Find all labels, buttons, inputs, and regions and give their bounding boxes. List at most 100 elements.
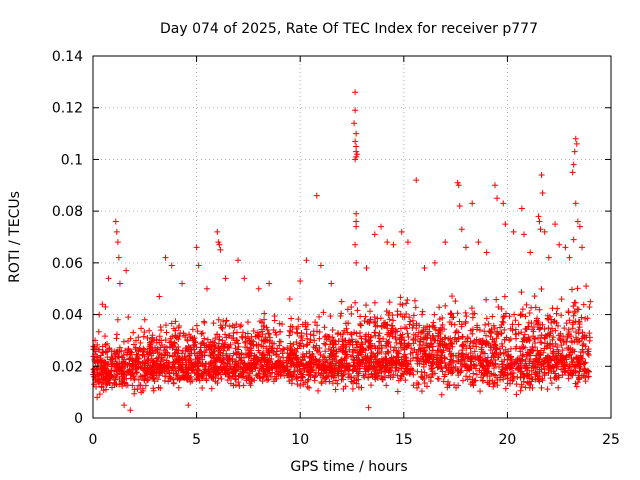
roti-point (219, 337, 226, 344)
roti-point (289, 324, 296, 331)
roti-point (554, 352, 561, 359)
roti-point (569, 359, 576, 366)
roti-point (443, 364, 450, 371)
roti-point (114, 348, 121, 355)
roti-point (541, 326, 548, 333)
roti-point (199, 340, 206, 347)
roti-point (506, 337, 513, 344)
roti-point (515, 355, 522, 362)
roti-point (334, 380, 341, 387)
roti-point (347, 374, 354, 381)
x-tick-label: 0 (89, 432, 98, 448)
roti-point (171, 353, 178, 360)
roti-point (141, 346, 148, 353)
roti-point (562, 244, 569, 251)
roti-point (99, 343, 106, 350)
roti-point (559, 372, 566, 379)
roti-point (472, 365, 479, 372)
roti-point (587, 298, 594, 305)
roti-point (354, 307, 361, 314)
roti-point (332, 377, 339, 384)
roti-point (382, 343, 389, 350)
roti-point (168, 320, 175, 327)
roti-point (108, 367, 115, 374)
roti-point (288, 360, 295, 367)
roti-point (272, 360, 279, 367)
roti-point (480, 337, 487, 344)
roti-point (220, 343, 227, 350)
roti-point (173, 371, 180, 378)
roti-point (318, 379, 325, 386)
roti-point (483, 332, 490, 339)
roti-point (235, 360, 242, 367)
roti-point (470, 361, 477, 368)
roti-point (323, 356, 330, 363)
roti-point (462, 338, 469, 345)
roti-point (266, 337, 273, 344)
roti-point (334, 367, 341, 374)
roti-point (538, 332, 545, 339)
roti-point (384, 239, 391, 246)
roti-point (150, 358, 157, 365)
roti-point (554, 346, 561, 353)
roti-point (313, 192, 320, 199)
roti-point (475, 239, 482, 246)
roti-point (584, 367, 591, 374)
roti-point (546, 332, 553, 339)
roti-point (490, 371, 497, 378)
roti-point (471, 310, 478, 317)
roti-point (439, 314, 446, 321)
roti-point (388, 322, 395, 329)
roti-point (501, 369, 508, 376)
roti-point (98, 371, 105, 378)
roti-point (260, 371, 267, 378)
roti-point (426, 352, 433, 359)
roti-point (539, 190, 546, 197)
roti-point (581, 366, 588, 373)
roti-point (138, 325, 145, 332)
roti-point (134, 386, 141, 393)
roti-point (157, 369, 164, 376)
roti-point (161, 362, 168, 369)
roti-point (453, 384, 460, 391)
roti-point (442, 239, 449, 246)
roti-point (215, 344, 222, 351)
roti-point (268, 345, 275, 352)
roti-point (338, 298, 345, 305)
roti-point (352, 138, 359, 145)
roti-point (498, 305, 505, 312)
roti-point (473, 343, 480, 350)
roti-point (112, 374, 119, 381)
roti-point (354, 372, 361, 379)
roti-point (580, 340, 587, 347)
roti-point (337, 331, 344, 338)
roti-point (331, 365, 338, 372)
roti-point (184, 346, 191, 353)
roti-point (399, 363, 406, 370)
roti-point (579, 329, 586, 336)
roti-point (398, 228, 405, 235)
roti-point (259, 378, 266, 385)
roti-point (233, 321, 240, 328)
roti-point (175, 324, 182, 331)
roti-point (367, 316, 374, 323)
roti-point (358, 384, 365, 391)
roti-point (94, 394, 101, 401)
roti-point (463, 313, 470, 320)
chart-title: Day 074 of 2025, Rate Of TEC Index for r… (160, 21, 538, 37)
roti-point (230, 335, 237, 342)
roti-point (321, 334, 328, 341)
roti-point (371, 299, 378, 306)
roti-point (477, 388, 484, 395)
roti-point (524, 372, 531, 379)
roti-point (504, 380, 511, 387)
roti-point (555, 358, 562, 365)
roti-point (132, 337, 139, 344)
roti-point (348, 331, 355, 338)
roti-point (457, 369, 464, 376)
roti-point (287, 347, 294, 354)
roti-point (523, 301, 530, 308)
roti-point (580, 333, 587, 340)
roti-point (529, 384, 536, 391)
roti-point (214, 379, 221, 386)
